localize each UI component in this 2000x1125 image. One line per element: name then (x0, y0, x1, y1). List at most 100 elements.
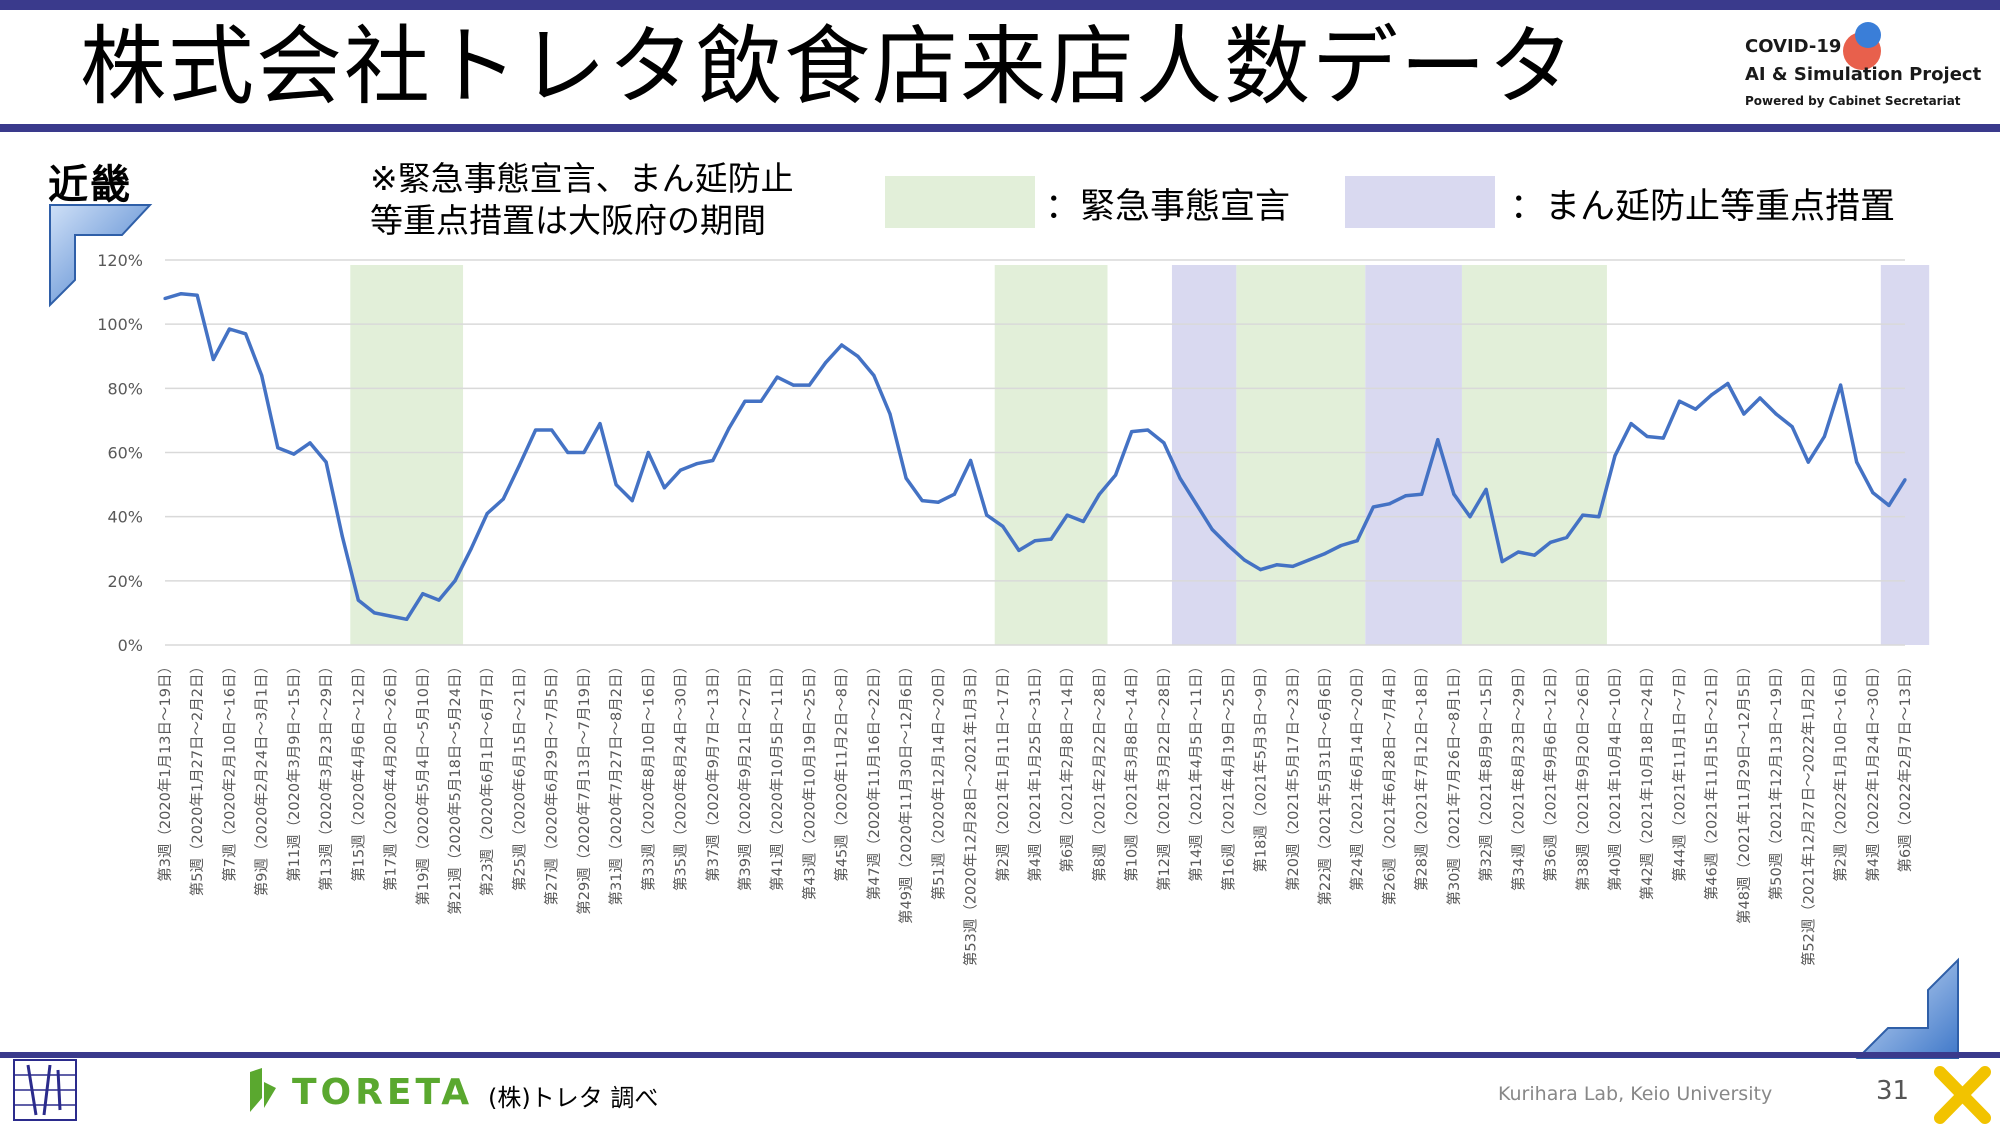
data-point (324, 460, 328, 464)
x-tick-label: 第52週（2021年12月27日～2022年1月2日） (1799, 659, 1817, 966)
legend-emergency-label: ：緊急事態宣言 (1045, 187, 1291, 227)
data-point (485, 511, 489, 516)
data-point (759, 399, 763, 403)
data-point (227, 327, 232, 331)
page-title: 株式会社トレタ飲食店来店人数データ (80, 17, 1576, 117)
data-point (1113, 473, 1118, 477)
data-point (1903, 478, 1907, 482)
x-tick-label: 第5週（2020年1月27日～2月2日） (188, 659, 206, 896)
x-tick-label: 第41週（2020年10月5日～11日） (768, 659, 786, 891)
shaded-period-3 (1236, 265, 1366, 645)
x-tick-label: 第42週（2021年10月18日～24日） (1638, 659, 1656, 900)
data-point (501, 497, 505, 501)
x-tick-label: 第10週（2021年3月8日～14日） (1123, 659, 1141, 882)
x-tick-label: 第46週（2021年11月15日～21日） (1703, 659, 1721, 900)
data-point (1242, 558, 1247, 562)
x-tick-label: 第13週（2020年3月23日～29日） (317, 659, 335, 891)
data-point (1484, 487, 1488, 491)
data-point (517, 463, 522, 467)
data-point (1452, 492, 1456, 496)
x-tick-label: 第23週（2020年6月1日～6月7日） (478, 659, 496, 896)
data-point (437, 598, 441, 602)
data-point (356, 598, 360, 602)
data-point (1597, 515, 1601, 519)
x-tick-label: 第35週（2020年8月24日～30日） (672, 659, 690, 891)
data-point (1436, 438, 1440, 442)
data-point (1339, 543, 1343, 548)
data-point (340, 534, 344, 538)
x-tick-label: 第14週（2021年4月5日～11日） (1187, 659, 1205, 882)
x-tick-label: 第50週（2021年12月13日～19日） (1767, 659, 1785, 900)
logo-line3: Powered by Cabinet Secretariat (1745, 94, 1961, 108)
x-tick-label: 第20週（2021年5月17日～23日） (1284, 659, 1302, 891)
x-tick-label: 第32週（2021年8月9日～15日） (1477, 659, 1495, 882)
y-tick-label: 120% (97, 251, 143, 270)
data-point (1275, 563, 1279, 567)
x-tick-label: 第8週（2021年2月22日～28日） (1090, 659, 1108, 882)
data-point (1258, 568, 1263, 572)
keio-logo (13, 1059, 77, 1121)
x-tick-label: 第3週（2020年1月13日～19日） (156, 659, 174, 882)
data-point (405, 617, 409, 621)
title-rule (0, 124, 2000, 132)
data-point (775, 375, 779, 379)
data-point (695, 462, 699, 466)
data-point (807, 383, 812, 387)
page-number: 31 (1876, 1076, 1910, 1106)
data-point (388, 614, 393, 618)
data-point (550, 428, 554, 432)
note-line1: ※緊急事態宣言、まん延防止 (370, 159, 794, 198)
x-tick-label: 第2週（2021年1月11日～17日） (994, 659, 1012, 882)
data-point (936, 500, 940, 504)
y-tick-label: 40% (107, 508, 143, 527)
data-point (1420, 492, 1424, 496)
x-tick-label: 第48週（2021年11月29日～12月5日） (1735, 659, 1753, 924)
data-point (292, 452, 296, 456)
data-point (421, 592, 425, 596)
x-tick-label: 第34週（2021年8月23日～29日） (1509, 659, 1527, 891)
data-point (1742, 412, 1746, 416)
data-point (1548, 540, 1553, 544)
source-note: (株)トレタ 調べ (488, 1084, 659, 1112)
x-tick-label: 第33週（2020年8月10日～16日） (639, 659, 657, 891)
data-point (743, 399, 747, 403)
data-point (372, 611, 377, 615)
data-point (1661, 436, 1665, 440)
x-tick-label: 第53週（2020年12月28日～2021年1月3日） (962, 659, 980, 966)
shaded-period-1 (994, 265, 1108, 645)
data-point (533, 428, 538, 432)
x-tick-label: 第7週（2020年2月10日～16日） (220, 659, 238, 882)
x-tick-label: 第38週（2021年9月20日～26日） (1574, 659, 1592, 891)
data-point (179, 292, 183, 296)
shaded-period-0 (350, 265, 464, 645)
data-point (163, 296, 167, 301)
data-point (1291, 564, 1295, 568)
corner-arrow-top-left (49, 204, 153, 308)
data-point (1758, 396, 1762, 400)
data-point (614, 482, 618, 487)
data-point (1774, 412, 1778, 416)
x-tick-label: 第49週（2020年11月30日～12月6日） (897, 659, 915, 924)
data-point (1403, 494, 1408, 498)
x-tick-label: 第4週（2021年1月25日～31日） (1026, 659, 1044, 882)
data-point (276, 446, 280, 450)
shaded-period-2 (1171, 265, 1237, 645)
x-tick-label: 第40週（2021年10月4日～10日） (1606, 659, 1624, 891)
x-tick-label: 第21週（2020年5月18日～5月24日） (446, 659, 464, 915)
data-point (195, 293, 199, 297)
x-tick-label: 第28週（2021年7月12日～18日） (1413, 659, 1431, 891)
data-point (1613, 454, 1617, 458)
x-tick-label: 第18週（2021年5月3日～9日） (1252, 659, 1270, 873)
x-tick-label: 第12週（2021年3月22日～28日） (1155, 659, 1173, 891)
data-point (662, 486, 667, 490)
covid-project-logo: COVID-19 AI & Simulation Project Powered… (1745, 22, 1981, 122)
data-point (630, 499, 634, 503)
shaded-period-5 (1461, 265, 1607, 645)
logo-blue-dot (1855, 22, 1881, 48)
data-point (453, 579, 457, 583)
x-tick-label: 第47週（2020年11月16日～22日） (865, 659, 883, 900)
toreta-logo-icon (250, 1068, 276, 1112)
data-point (823, 361, 828, 365)
data-point (1178, 476, 1182, 480)
data-point (1323, 551, 1327, 556)
